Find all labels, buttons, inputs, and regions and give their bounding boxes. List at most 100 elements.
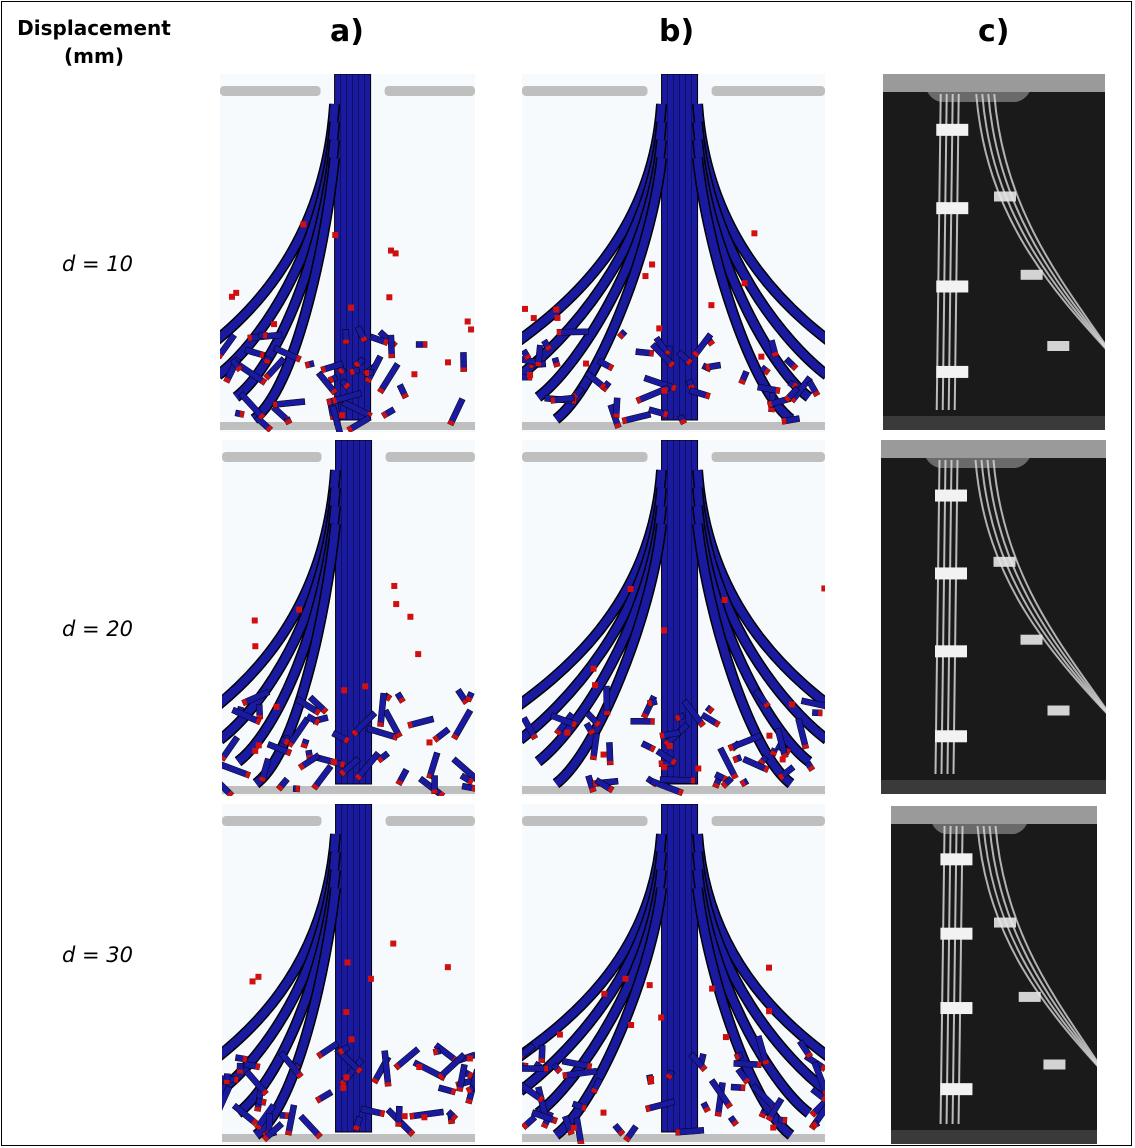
- fiber-fragment: [437, 1084, 457, 1096]
- red-debris: [788, 701, 795, 708]
- fragment-tip: [594, 720, 602, 728]
- photo-fiber-straight: [951, 825, 958, 1125]
- fiber-fragment: [717, 746, 739, 780]
- fiber-fragment: [346, 414, 372, 432]
- fiber-fragment: [465, 1068, 475, 1105]
- fragment-tip: [261, 1098, 267, 1106]
- fragment-body: [451, 708, 474, 741]
- fiber-fragment: [804, 760, 816, 773]
- fiber-fragment: [253, 414, 274, 432]
- fragment-tip: [581, 1104, 587, 1112]
- photo-marker: [935, 730, 967, 743]
- fragment-tip: [775, 387, 781, 394]
- fragment-tip: [364, 376, 372, 384]
- red-debris: [695, 765, 702, 772]
- fragment-tip: [649, 350, 654, 357]
- fragment-tip: [791, 363, 799, 371]
- fiber-fragment: [530, 1109, 559, 1125]
- fragment-body: [381, 1050, 392, 1087]
- fiber-fragment: [254, 1103, 277, 1131]
- red-debris: [348, 304, 355, 311]
- fiber-fragment: [294, 696, 322, 716]
- fragment-tip: [431, 789, 438, 794]
- fiber-fragment: [811, 1119, 821, 1129]
- fragment-tip: [811, 1121, 819, 1129]
- fiber-fragment: [409, 1108, 445, 1120]
- photo-fiber-straight: [934, 459, 941, 775]
- fragment-tip: [675, 1129, 680, 1136]
- fragment-tip: [674, 714, 681, 722]
- red-debris: [666, 742, 673, 749]
- fragment-tip: [522, 1122, 529, 1130]
- fiber-fragment: [348, 366, 361, 376]
- fragment-tip: [258, 412, 266, 420]
- red-debris: [556, 1031, 563, 1038]
- column-c-label: c): [978, 14, 1010, 49]
- fragment-body: [659, 776, 696, 784]
- fiber-fragment: [755, 1035, 770, 1066]
- photo-fiber-curved: [982, 825, 1097, 1066]
- fiber-fragment: [222, 759, 252, 779]
- fragment-tip: [343, 339, 350, 344]
- fragment-tip: [550, 397, 556, 404]
- fragment-tip: [384, 1081, 392, 1087]
- fragment-body: [708, 1078, 733, 1110]
- photo-marker: [935, 645, 967, 658]
- fragment-tip: [398, 696, 406, 704]
- photo-die-top: [883, 74, 1105, 92]
- fiber-fragment: [812, 709, 823, 717]
- fiber-fragment: [393, 1046, 421, 1071]
- fragment-tip: [763, 701, 771, 709]
- fiber-fragment: [795, 717, 810, 750]
- fragment-tip: [523, 353, 532, 361]
- red-debris: [708, 302, 715, 309]
- fragment-tip: [721, 775, 729, 783]
- fiber-fragment: [647, 406, 669, 418]
- red-debris: [646, 982, 653, 989]
- fiber-fragment: [649, 777, 684, 796]
- fiber-fragment: [583, 721, 596, 736]
- base-plate: [222, 786, 475, 794]
- red-debris: [386, 294, 393, 301]
- photo-fiber-straight: [935, 93, 942, 411]
- red-debris: [401, 1113, 408, 1120]
- fiber-fragment: [623, 1124, 639, 1143]
- fragment-body: [811, 1060, 825, 1096]
- fragment-tip: [649, 745, 656, 753]
- fiber-fragment: [727, 1115, 739, 1127]
- fiber-fragment: [640, 740, 657, 753]
- fragment-tip: [311, 783, 319, 791]
- fragment-tip: [692, 350, 700, 358]
- fragment-body: [742, 755, 770, 774]
- fragment-body: [733, 1060, 762, 1069]
- fiber-fragment: [279, 736, 290, 746]
- fragment-tip: [364, 369, 370, 376]
- fiber-fragment: [556, 328, 589, 336]
- fiber-fragment: [742, 755, 770, 774]
- fragment-tip: [244, 771, 251, 779]
- fragment-tip: [242, 1055, 248, 1063]
- photo-marker: [936, 280, 969, 293]
- fragment-tip: [263, 332, 268, 339]
- fiber-fragment: [331, 730, 351, 745]
- fragment-body: [354, 750, 381, 781]
- fragment-body: [681, 698, 706, 728]
- fragment-tip: [650, 718, 655, 725]
- sim-panel-b-d10: [522, 74, 825, 432]
- fiber-fragment: [759, 364, 771, 376]
- fiber-fragment: [222, 775, 235, 796]
- fragment-tip: [385, 694, 392, 702]
- fiber-fragment: [727, 732, 763, 752]
- fragment-body: [244, 346, 266, 359]
- sim-panel-a-d20: [222, 440, 475, 796]
- fragment-tip: [740, 1084, 746, 1091]
- fragment-body: [278, 1050, 304, 1080]
- fragment-body: [649, 777, 684, 796]
- red-debris: [393, 601, 400, 608]
- red-debris: [392, 250, 399, 257]
- fragment-tip: [330, 388, 338, 395]
- fragment-tip: [298, 763, 305, 771]
- photo-base: [891, 1130, 1097, 1144]
- red-debris: [341, 687, 348, 694]
- fiber-fragment: [243, 1060, 261, 1071]
